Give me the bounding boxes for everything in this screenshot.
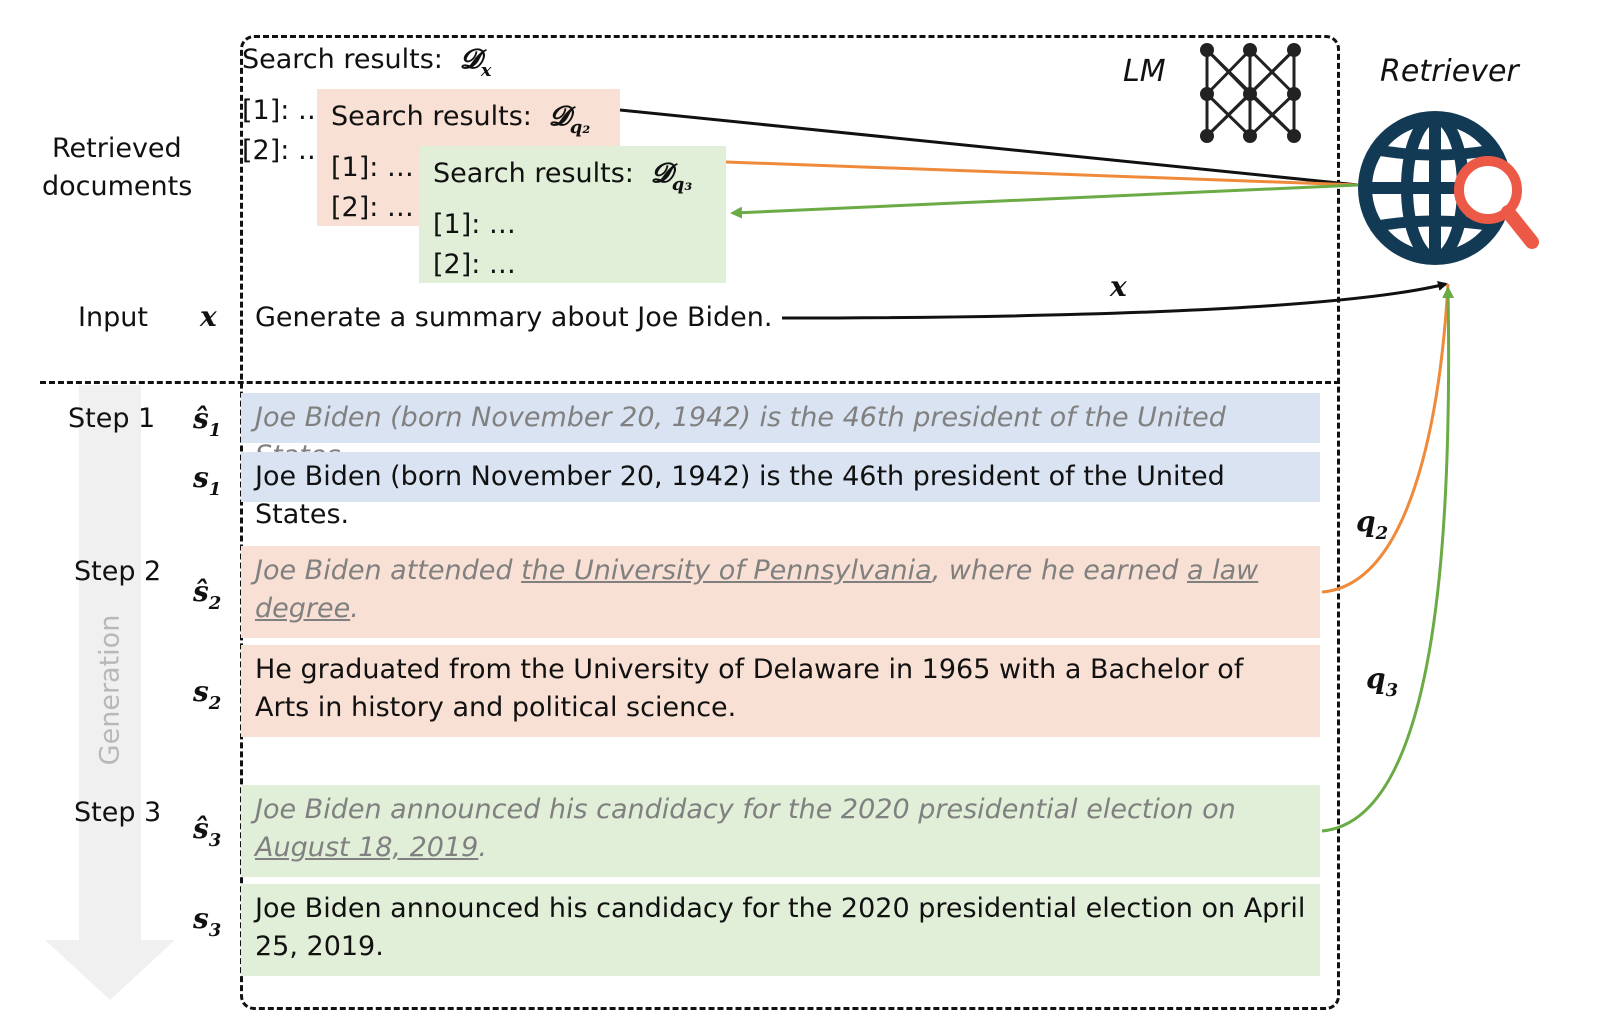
doc-dq3: Search results: 𝓓q₃ [1]: … [2]: … <box>419 146 726 283</box>
step1-label: Step 1 <box>68 403 156 434</box>
q3-label-letter: q <box>1366 662 1386 695</box>
step2-hat-pre: Joe Biden attended <box>255 555 522 586</box>
q2-label-sub: 2 <box>1375 523 1389 544</box>
s1-hat-var-letter: ŝ <box>193 402 209 435</box>
lm-label: LM <box>1123 54 1166 89</box>
step2-hat-mid: , where he earned <box>931 555 1187 586</box>
doc-dq3-item1: [1]: … <box>433 209 516 240</box>
q2-arrow-label: q2 <box>1356 505 1388 544</box>
s2-hat-var-letter: ŝ <box>193 575 209 608</box>
doc-dx-sub: x <box>480 60 492 81</box>
doc-dq2-sub: q₂ <box>569 117 591 138</box>
doc-dx-item1: [1]: … <box>242 95 325 126</box>
s2-hat-var: ŝ2 <box>193 575 221 614</box>
s2-hat-var-sub: 2 <box>208 593 222 614</box>
input-text: Generate a summary about Joe Biden. <box>255 302 773 333</box>
lm-frame <box>240 35 1340 1010</box>
input-variable: x <box>200 300 217 333</box>
s1-hat-var: ŝ1 <box>193 402 221 441</box>
s3-hat-var-sub: 3 <box>208 830 222 851</box>
step3-hat-box: Joe Biden announced his candidacy for th… <box>241 785 1320 877</box>
s2-var: s2 <box>193 675 221 714</box>
retriever-to-dq3-line <box>730 183 1359 219</box>
q3-curve <box>1321 286 1455 833</box>
doc-dq2-item2: [2]: … <box>331 192 414 223</box>
dq3-to-retriever-line <box>725 160 1359 187</box>
doc-dq2-header: Search results: <box>331 101 532 132</box>
step2-label: Step 2 <box>74 556 162 587</box>
s3-hat-var: ŝ3 <box>193 812 221 851</box>
step2-box: He graduated from the University of Dela… <box>241 645 1320 737</box>
q2-label-letter: q <box>1356 505 1376 538</box>
doc-dx-symbol: 𝓓 <box>460 44 481 75</box>
doc-dq3-header: Search results: <box>433 158 634 189</box>
s1-hat-var-sub: 1 <box>208 420 222 441</box>
s2-var-sub: 2 <box>208 693 222 714</box>
doc-dx-header: Search results: <box>242 44 443 75</box>
doc-dq3-sub: q₃ <box>671 174 693 195</box>
step3-box: Joe Biden announced his candidacy for th… <box>241 884 1320 976</box>
doc-dx: Search results: 𝓓x [1]: … [2]: … <box>242 40 492 171</box>
step2-hat-underline1: the University of Pennsylvania <box>521 555 932 586</box>
s1-var: s1 <box>193 461 221 500</box>
step3-hat-underline1: August 18, 2019 <box>255 832 479 863</box>
s3-var-letter: s <box>193 902 209 935</box>
lm-network-icon <box>1200 43 1301 143</box>
doc-dq2-item1: [1]: … <box>331 152 414 183</box>
s3-var: s3 <box>193 902 221 941</box>
step2-hat-box: Joe Biden attended the University of Pen… <box>241 546 1320 638</box>
step3-hat-post: . <box>478 832 487 863</box>
step2-hat-post: . <box>350 593 359 624</box>
step2-hat-underline2: a law degree <box>255 555 1259 624</box>
s2-var-letter: s <box>193 675 209 708</box>
s3-var-sub: 3 <box>208 920 222 941</box>
retriever-globe-icon <box>1358 111 1539 265</box>
doc-dq3-symbol: 𝓓 <box>651 158 672 189</box>
step3-label: Step 3 <box>74 797 162 828</box>
retrieved-label-1: Retrieved <box>52 133 182 164</box>
separator-line <box>40 381 1340 384</box>
input-to-retriever-arrow <box>781 281 1448 320</box>
s3-hat-var-letter: ŝ <box>193 812 209 845</box>
step1-hat-box: Joe Biden (born November 20, 1942) is th… <box>241 393 1320 471</box>
retrieved-label-2: documents <box>42 171 193 202</box>
doc-dq2-symbol: 𝓓 <box>549 101 570 132</box>
x-arrow-label: x <box>1110 270 1127 303</box>
dq2-to-retriever-line <box>619 108 1359 187</box>
step3-hat-pre: Joe Biden announced his candidacy for th… <box>255 794 1236 825</box>
retriever-label: Retriever <box>1380 54 1519 89</box>
s1-var-letter: s <box>193 461 209 494</box>
q3-label-sub: 3 <box>1385 680 1399 701</box>
doc-dq3-item2: [2]: … <box>433 249 516 280</box>
q2-curve <box>1321 283 1450 594</box>
step1-box: Joe Biden (born November 20, 1942) is th… <box>241 452 1320 530</box>
input-label: Input <box>78 302 148 333</box>
generation-arrow-shaft <box>79 385 141 940</box>
generation-arrow-head <box>45 940 175 1000</box>
s1-var-sub: 1 <box>208 479 222 500</box>
doc-dx-item2: [2]: … <box>242 135 325 166</box>
q3-arrow-label: q3 <box>1366 662 1398 701</box>
